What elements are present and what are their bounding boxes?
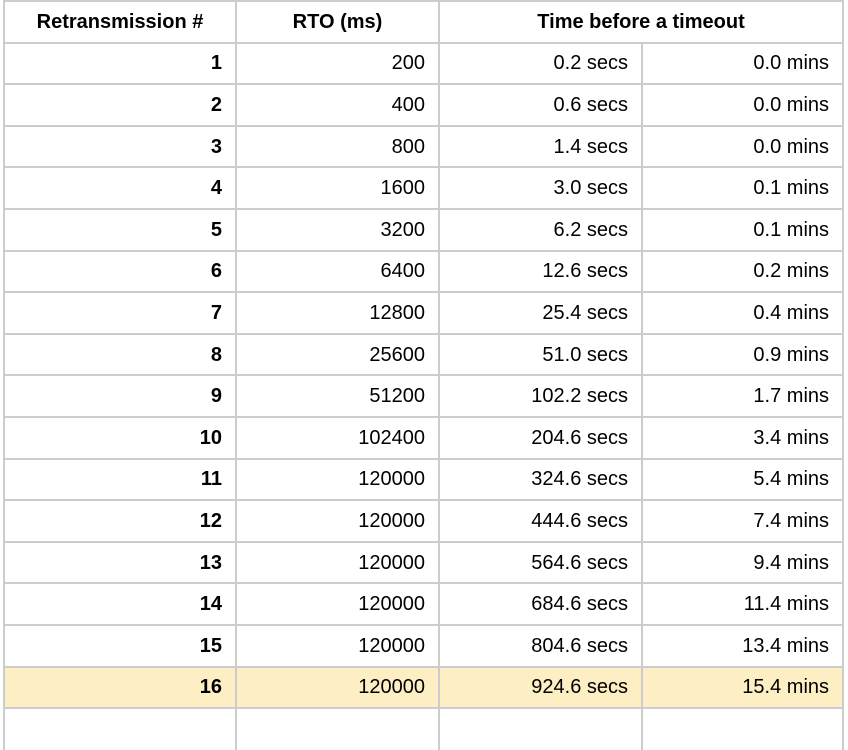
cell-retransmission-number[interactable]	[3, 707, 237, 750]
cell-retransmission-number[interactable]: 9	[3, 374, 237, 418]
cell-retransmission-number[interactable]: 16	[3, 665, 237, 710]
cell-time-mins[interactable]: 0.9 mins	[640, 332, 845, 377]
cell-retransmission-number[interactable]: 4	[3, 166, 237, 210]
table-row: 11 120000 324.6 secs 5.4 mins	[3, 457, 845, 502]
table-body: 1 200 0.2 secs 0.0 mins 2 400 0.6 secs 0…	[3, 41, 845, 750]
cell-rto-ms[interactable]: 25600	[235, 332, 440, 377]
cell-rto-ms[interactable]: 1600	[235, 166, 440, 210]
cell-rto-ms[interactable]	[235, 707, 440, 750]
cell-rto-ms[interactable]: 120000	[235, 665, 440, 710]
cell-time-mins[interactable]: 0.0 mins	[640, 41, 845, 86]
cell-time-mins[interactable]: 0.1 mins	[640, 166, 845, 210]
table-row: 6 6400 12.6 secs 0.2 mins	[3, 249, 845, 294]
cell-time-secs[interactable]: 924.6 secs	[438, 665, 643, 710]
cell-time-secs[interactable]: 12.6 secs	[438, 249, 643, 294]
cell-time-mins[interactable]: 13.4 mins	[640, 623, 845, 668]
cell-time-mins[interactable]: 0.0 mins	[640, 124, 845, 169]
cell-time-mins[interactable]	[640, 707, 845, 750]
cell-rto-ms[interactable]: 3200	[235, 207, 440, 252]
cell-retransmission-number[interactable]: 10	[3, 415, 237, 460]
cell-time-mins[interactable]: 9.4 mins	[640, 540, 845, 585]
cell-retransmission-number[interactable]: 12	[3, 499, 237, 543]
cell-time-mins[interactable]: 0.2 mins	[640, 249, 845, 294]
cell-time-mins[interactable]: 11.4 mins	[640, 582, 845, 626]
cell-time-mins[interactable]: 0.1 mins	[640, 207, 845, 252]
cell-retransmission-number[interactable]: 7	[3, 291, 237, 335]
header-time-before-timeout[interactable]: Time before a timeout	[437, 0, 845, 44]
cell-rto-ms[interactable]: 120000	[235, 499, 440, 543]
cell-time-secs[interactable]: 0.2 secs	[438, 41, 643, 86]
cell-time-mins[interactable]: 7.4 mins	[640, 499, 845, 543]
cell-time-mins[interactable]: 0.0 mins	[640, 83, 845, 127]
header-retransmission-number[interactable]: Retransmission #	[3, 0, 237, 44]
table-row: 4 1600 3.0 secs 0.1 mins	[3, 166, 845, 210]
header-rto-ms[interactable]: RTO (ms)	[235, 0, 440, 44]
cell-time-secs[interactable]: 0.6 secs	[438, 83, 643, 127]
table-row: 12 120000 444.6 secs 7.4 mins	[3, 499, 845, 543]
table-row: 10 102400 204.6 secs 3.4 mins	[3, 415, 845, 460]
cell-time-secs[interactable]: 6.2 secs	[438, 207, 643, 252]
table-row: 2 400 0.6 secs 0.0 mins	[3, 83, 845, 127]
cell-time-secs[interactable]: 804.6 secs	[438, 623, 643, 668]
cell-retransmission-number[interactable]: 6	[3, 249, 237, 294]
table-row: 9 51200 102.2 secs 1.7 mins	[3, 374, 845, 418]
cell-retransmission-number[interactable]: 8	[3, 332, 237, 377]
table-row: 14 120000 684.6 secs 11.4 mins	[3, 582, 845, 626]
table-row: 13 120000 564.6 secs 9.4 mins	[3, 540, 845, 585]
cell-retransmission-number[interactable]: 13	[3, 540, 237, 585]
table-row: 16 120000 924.6 secs 15.4 mins	[3, 665, 845, 710]
cell-time-secs[interactable]: 444.6 secs	[438, 499, 643, 543]
cell-time-secs[interactable]: 564.6 secs	[438, 540, 643, 585]
empty-partial-row	[3, 707, 845, 750]
table-header: Retransmission # RTO (ms) Time before a …	[3, 0, 845, 44]
cell-time-mins[interactable]: 1.7 mins	[640, 374, 845, 418]
cell-rto-ms[interactable]: 400	[235, 83, 440, 127]
cell-time-secs[interactable]: 204.6 secs	[438, 415, 643, 460]
cell-rto-ms[interactable]: 120000	[235, 457, 440, 502]
cell-time-secs[interactable]: 684.6 secs	[438, 582, 643, 626]
cell-time-secs[interactable]: 25.4 secs	[438, 291, 643, 335]
cell-rto-ms[interactable]: 6400	[235, 249, 440, 294]
cell-retransmission-number[interactable]: 3	[3, 124, 237, 169]
cell-retransmission-number[interactable]: 2	[3, 83, 237, 127]
cell-retransmission-number[interactable]: 14	[3, 582, 237, 626]
table-row: 8 25600 51.0 secs 0.9 mins	[3, 332, 845, 377]
cell-time-secs[interactable]: 324.6 secs	[438, 457, 643, 502]
table-row: 7 12800 25.4 secs 0.4 mins	[3, 291, 845, 335]
header-row: Retransmission # RTO (ms) Time before a …	[3, 0, 845, 44]
cell-time-mins[interactable]: 5.4 mins	[640, 457, 845, 502]
cell-rto-ms[interactable]: 120000	[235, 540, 440, 585]
cell-rto-ms[interactable]: 120000	[235, 623, 440, 668]
cell-rto-ms[interactable]: 51200	[235, 374, 440, 418]
table-row: 3 800 1.4 secs 0.0 mins	[3, 124, 845, 169]
cell-time-secs[interactable]	[438, 707, 643, 750]
cell-time-secs[interactable]: 1.4 secs	[438, 124, 643, 169]
cell-time-secs[interactable]: 51.0 secs	[438, 332, 643, 377]
table-row: 5 3200 6.2 secs 0.1 mins	[3, 207, 845, 252]
cell-retransmission-number[interactable]: 1	[3, 41, 237, 86]
cell-time-mins[interactable]: 3.4 mins	[640, 415, 845, 460]
cell-retransmission-number[interactable]: 11	[3, 457, 237, 502]
table-row: 15 120000 804.6 secs 13.4 mins	[3, 623, 845, 668]
cell-retransmission-number[interactable]: 5	[3, 207, 237, 252]
table-row: 1 200 0.2 secs 0.0 mins	[3, 41, 845, 86]
rto-timeout-table: Retransmission # RTO (ms) Time before a …	[3, 0, 845, 750]
cell-time-secs[interactable]: 102.2 secs	[438, 374, 643, 418]
cell-time-mins[interactable]: 15.4 mins	[640, 665, 845, 710]
cell-retransmission-number[interactable]: 15	[3, 623, 237, 668]
cell-rto-ms[interactable]: 102400	[235, 415, 440, 460]
cell-rto-ms[interactable]: 800	[235, 124, 440, 169]
cell-rto-ms[interactable]: 12800	[235, 291, 440, 335]
cell-rto-ms[interactable]: 200	[235, 41, 440, 86]
cell-time-mins[interactable]: 0.4 mins	[640, 291, 845, 335]
cell-rto-ms[interactable]: 120000	[235, 582, 440, 626]
cell-time-secs[interactable]: 3.0 secs	[438, 166, 643, 210]
